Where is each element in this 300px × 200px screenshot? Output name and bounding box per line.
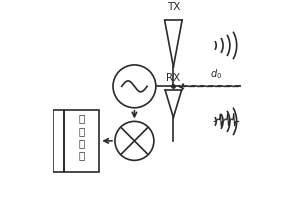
Bar [64, 110, 99, 172]
Text: TX: TX [167, 2, 180, 12]
Text: 带
通
滤
波: 带 通 滤 波 [79, 113, 85, 161]
Text: $d_0$: $d_0$ [210, 68, 222, 81]
Text: RX: RX [166, 73, 181, 83]
Bar [52, 110, 64, 172]
